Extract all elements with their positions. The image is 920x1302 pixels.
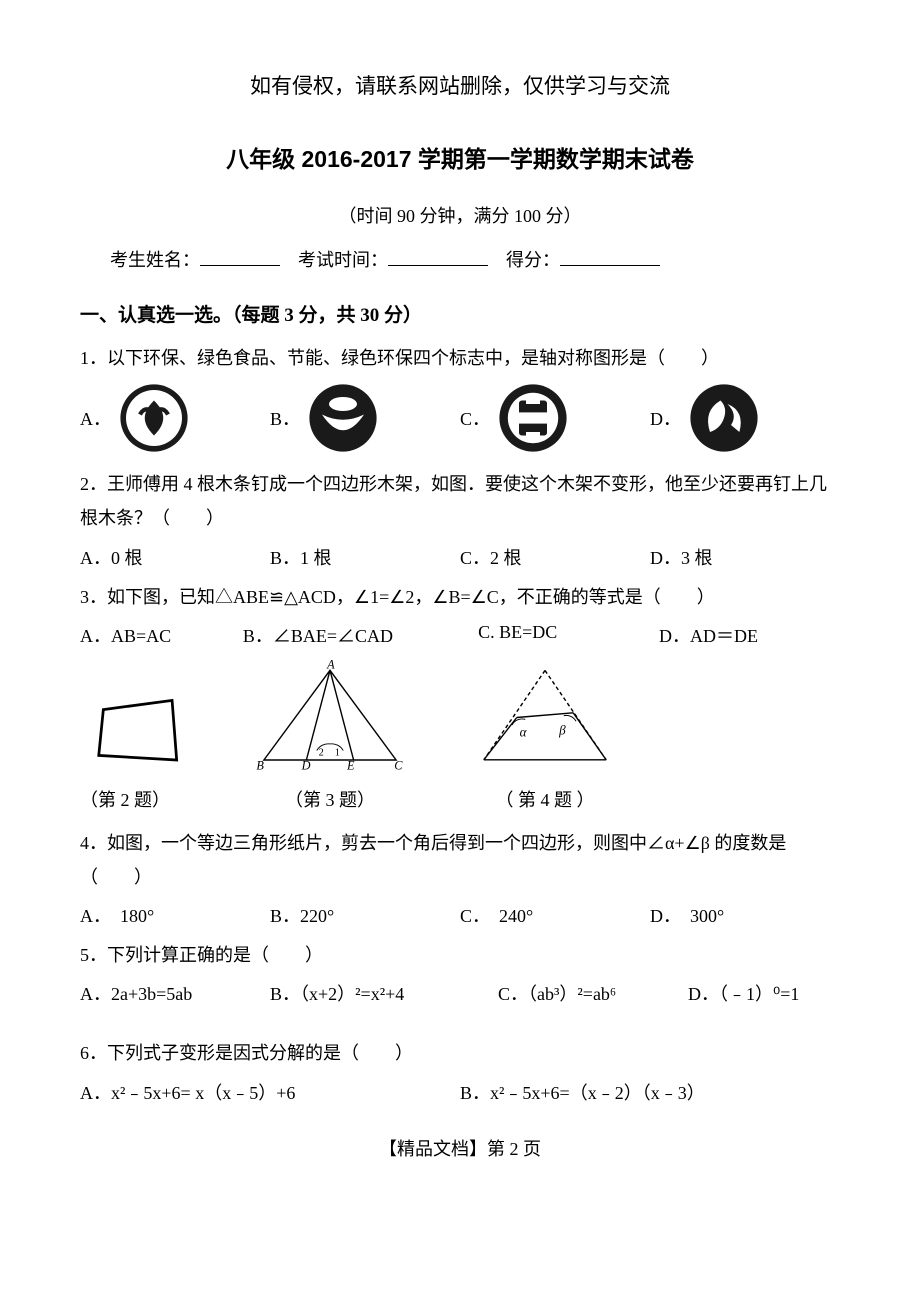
svg-text:α: α [520, 724, 528, 739]
logo-a-icon [119, 383, 189, 453]
logo-d-icon [689, 383, 759, 453]
q4-opt-c: C． 240° [460, 902, 650, 928]
q2-opt-d: D．3 根 [650, 544, 840, 570]
logo-b-icon [308, 383, 378, 453]
q5-opt-b: B．（x+2）²=x²+4 [270, 980, 498, 1006]
svg-text:E: E [346, 758, 355, 772]
q5-opt-d: D．（﹣1）⁰=1 [688, 980, 840, 1006]
q1-opt-c: C． [460, 383, 650, 453]
q2-opt-a: A．0 根 [80, 544, 270, 570]
time-label: 考试时间： [298, 250, 388, 270]
question-5: 5．下列计算正确的是（ ） [80, 938, 840, 972]
page-root: 如有侵权，请联系网站删除，仅供学习与交流 八年级 2016-2017 学期第一学… [0, 0, 920, 1201]
svg-text:D: D [301, 758, 311, 772]
svg-text:C: C [394, 758, 403, 772]
q1-opt-a: A． [80, 383, 270, 453]
score-blank [560, 247, 660, 266]
q5-options: A．2a+3b=5ab B．（x+2）²=x²+4 C．（ab³）²=ab⁶ D… [80, 980, 840, 1006]
figure-q4: α β [460, 660, 630, 780]
opt-letter: B． [270, 405, 300, 431]
q5-opt-c: C．（ab³）²=ab⁶ [498, 980, 688, 1006]
question-2: 2．王师傅用 4 根木条钉成一个四边形木架，如图．要使这个木架不变形，他至少还要… [80, 467, 840, 535]
q6-opt-a: A．x²﹣5x+6= x（x﹣5）+6 [80, 1079, 460, 1105]
opt-letter: C． [460, 405, 490, 431]
figure-q2 [80, 690, 200, 780]
question-4: 4．如图，一个等边三角形纸片，剪去一个角后得到一个四边形，则图中∠α+∠β 的度… [80, 826, 840, 894]
svg-text:2: 2 [319, 747, 324, 758]
exam-subtitle: （时间 90 分钟，满分 100 分） [80, 202, 840, 228]
q5-opt-a: A．2a+3b=5ab [80, 980, 270, 1006]
q6-options: A．x²﹣5x+6= x（x﹣5）+6 B．x²﹣5x+6=（x﹣2）（x﹣3） [80, 1079, 840, 1105]
student-info-line: 考生姓名： 考试时间： 得分： [80, 246, 840, 272]
svg-text:1: 1 [335, 747, 340, 758]
fig-label-3: （第 3 题） [240, 786, 420, 812]
opt-letter: A． [80, 405, 111, 431]
name-blank [200, 247, 280, 266]
question-6: 6．下列式子变形是因式分解的是（ ） [80, 1036, 840, 1070]
q1-opt-b: B． [270, 383, 460, 453]
q3-opt-a: A．AB=AC [80, 622, 243, 648]
page-footer: 【精品文档】第 2 页 [80, 1135, 840, 1161]
figure-labels: （第 2 题） （第 3 题） （ 第 4 题 ） [80, 786, 840, 812]
svg-text:A: A [326, 660, 335, 671]
q3-options: A．AB=AC B．∠BAE=∠CAD C. BE=DC D．AD＝DE [80, 622, 840, 648]
score-label: 得分： [506, 250, 560, 270]
svg-text:B: B [256, 758, 264, 772]
logo-c-icon [498, 383, 568, 453]
question-1: 1．以下环保、绿色食品、节能、绿色环保四个标志中，是轴对称图形是（ ） [80, 341, 840, 375]
q6-opt-b: B．x²﹣5x+6=（x﹣2）（x﹣3） [460, 1079, 840, 1105]
name-label: 考生姓名： [110, 250, 200, 270]
opt-letter: D． [650, 405, 681, 431]
q4-opt-d: D． 300° [650, 902, 840, 928]
q1-opt-d: D． [650, 383, 840, 453]
svg-text:β: β [558, 722, 566, 737]
q2-opt-c: C．2 根 [460, 544, 650, 570]
top-notice: 如有侵权，请联系网站删除，仅供学习与交流 [80, 70, 840, 100]
q3-opt-d: D．AD＝DE [659, 622, 840, 648]
q3-opt-c: C. BE=DC [478, 622, 659, 648]
q4-options: A． 180° B．220° C． 240° D． 300° [80, 902, 840, 928]
fig-label-4: （ 第 4 题 ） [460, 786, 630, 812]
q4-opt-a: A． 180° [80, 902, 270, 928]
fig-label-2: （第 2 题） [80, 786, 200, 812]
figures-row: A B D E C 2 1 α β [80, 660, 840, 780]
time-blank [388, 247, 488, 266]
q2-options: A．0 根 B．1 根 C．2 根 D．3 根 [80, 544, 840, 570]
section-1-head: 一、认真选一选。（每题 3 分，共 30 分） [80, 300, 840, 327]
figure-q3: A B D E C 2 1 [240, 660, 420, 780]
q3-opt-b: B．∠BAE=∠CAD [243, 622, 478, 648]
exam-title: 八年级 2016-2017 学期第一学期数学期末试卷 [80, 140, 840, 174]
q4-opt-b: B．220° [270, 902, 460, 928]
q1-options: A． B． C． [80, 383, 840, 453]
question-3: 3．如下图，已知△ABE≌△ACD，∠1=∠2，∠B=∠C，不正确的等式是（ ） [80, 580, 840, 614]
q2-opt-b: B．1 根 [270, 544, 460, 570]
